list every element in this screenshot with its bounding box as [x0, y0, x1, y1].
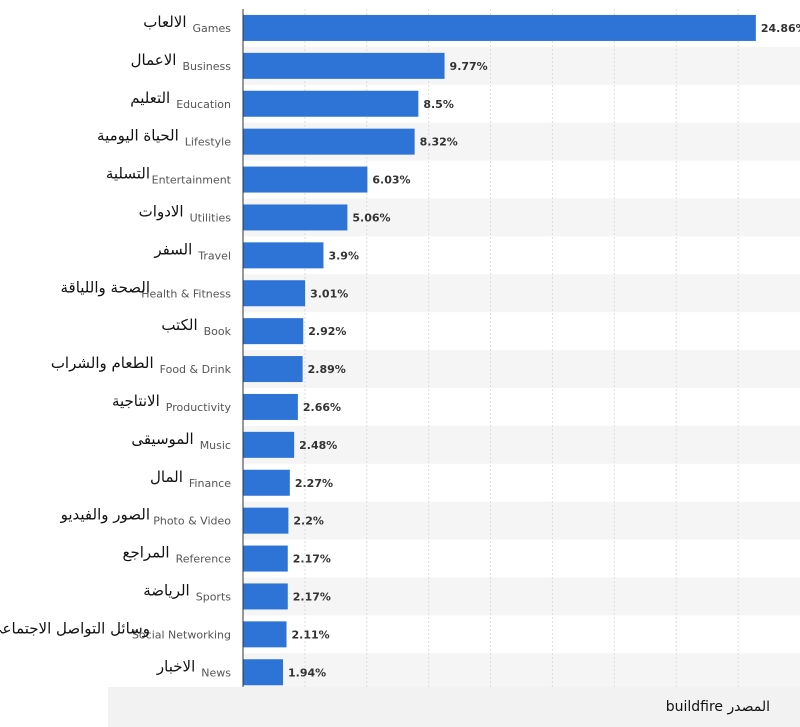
category-label: Games — [193, 22, 232, 35]
category-label: News — [201, 666, 231, 679]
category-label-ar: السفر — [153, 240, 192, 258]
bar — [243, 204, 348, 231]
bar — [243, 393, 298, 420]
bar — [243, 469, 290, 496]
category-label-ar: وسائل التواصل الاجتماعي — [0, 619, 150, 638]
row-band — [243, 350, 800, 388]
value-label: 1.94% — [288, 666, 326, 679]
bar — [243, 280, 306, 307]
category-label-ar: الصور والفيديو — [60, 506, 150, 524]
value-label: 2.89% — [308, 363, 346, 376]
category-label-ar: الاخبار — [156, 657, 195, 675]
bar — [243, 659, 284, 686]
category-label: Business — [182, 60, 231, 73]
category-label: Sports — [196, 590, 232, 603]
bar — [243, 14, 756, 41]
bar — [243, 356, 303, 383]
row-band — [243, 577, 800, 616]
bar — [243, 128, 415, 155]
category-label: Reference — [176, 553, 232, 566]
category-label-ar: الانتاجية — [112, 392, 160, 410]
value-label: 3.9% — [328, 249, 359, 262]
category-label-ar: المراجع — [122, 544, 169, 562]
bar — [243, 52, 445, 79]
value-label: 8.32% — [420, 136, 458, 149]
category-label: Food & Drink — [160, 363, 232, 376]
category-label: Travel — [197, 249, 231, 262]
value-label: 2.66% — [303, 401, 341, 414]
category-label-ar: الصحة واللياقة — [61, 278, 151, 296]
value-labels: 24.86% 9.77% 8.5% 8.32% 6.03% 5.06% 3.9% 3.01% 2… — [286, 22, 800, 717]
source-label: المصدر buildfire — [665, 699, 770, 715]
source-box — [108, 687, 800, 727]
value-label: 8.5% — [423, 98, 454, 111]
row-band — [243, 653, 800, 692]
category-label: Education — [176, 98, 231, 111]
category-label-ar: الرياضة — [143, 581, 190, 599]
category-label-ar: التعليم — [130, 89, 170, 107]
value-label: 2.48% — [299, 439, 337, 452]
category-label: Finance — [189, 477, 231, 490]
category-labels: Games الالعاب Business الاعمال Education التع… — [0, 13, 232, 717]
category-label: Social Networking — [132, 628, 231, 641]
bar — [243, 242, 324, 269]
category-label-ar: الادوات — [139, 202, 184, 220]
category-label-ar: الموسيقى — [131, 430, 193, 448]
category-label-ar: الالعاب — [143, 13, 186, 31]
category-label-ar: الكتب — [161, 316, 197, 334]
category-label-ar: التسلية — [106, 165, 150, 183]
bar — [243, 318, 304, 345]
bar — [243, 166, 368, 193]
row-band — [243, 425, 800, 464]
value-label: 2.92% — [308, 325, 346, 338]
category-label-ar: الحياة اليومية — [97, 127, 179, 145]
bar — [243, 507, 289, 534]
category-label: Lifestyle — [185, 136, 231, 149]
bar — [243, 583, 288, 610]
category-label-ar: الاعمال — [131, 51, 177, 69]
row-bands — [243, 46, 800, 692]
value-label: 3.01% — [310, 287, 348, 300]
category-label: Entertainment — [152, 174, 232, 187]
category-label: Utilities — [190, 211, 232, 224]
category-label: Photo & Video — [153, 515, 231, 528]
category-label: Music — [200, 439, 231, 452]
bar — [243, 431, 295, 458]
value-label: 2.17% — [293, 553, 331, 566]
value-label: 2.27% — [295, 477, 333, 490]
bar — [243, 545, 288, 572]
row-band — [243, 501, 800, 540]
category-label-ar: المال — [150, 468, 183, 486]
category-label-ar: الطعام والشراب — [51, 354, 154, 372]
value-label: 5.06% — [352, 211, 390, 224]
value-label: 24.86% — [761, 22, 800, 35]
category-label: Productivity — [166, 401, 232, 414]
bar — [243, 621, 287, 648]
value-label: 2.17% — [293, 590, 331, 603]
category-label: Book — [204, 325, 232, 338]
row-band — [243, 274, 800, 313]
value-label: 9.77% — [450, 60, 488, 73]
bar — [243, 90, 419, 117]
category-label: Health & Fitness — [141, 287, 231, 300]
value-label: 6.03% — [372, 174, 410, 187]
value-label: 2.2% — [293, 515, 324, 528]
value-label: 2.11% — [292, 628, 330, 641]
